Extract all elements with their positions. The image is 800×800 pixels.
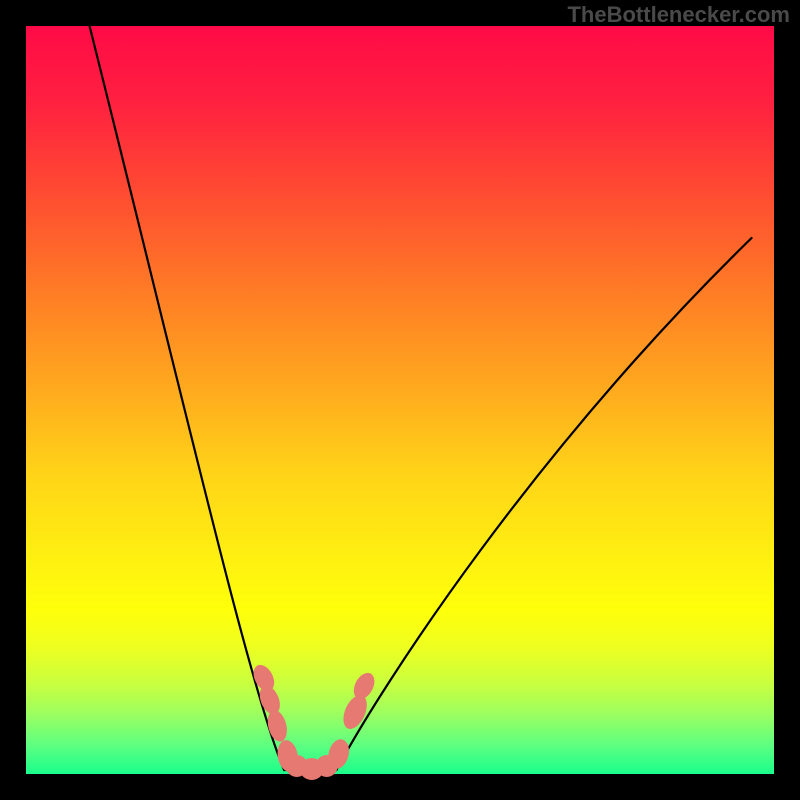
bottleneck-curve-chart [0, 0, 800, 800]
gradient-background [26, 26, 774, 774]
chart-container: TheBottlenecker.com [0, 0, 800, 800]
watermark-text: TheBottlenecker.com [567, 2, 790, 28]
